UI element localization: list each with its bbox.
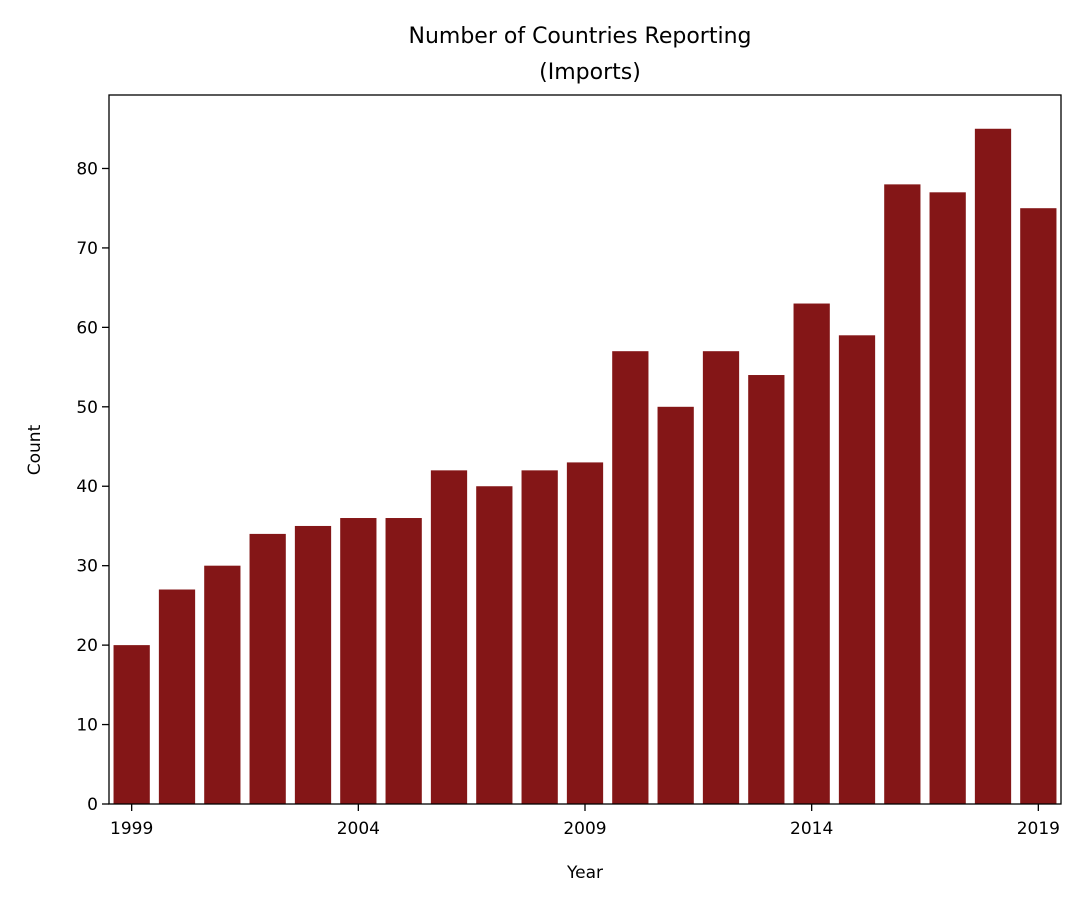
bar-2013: [748, 375, 785, 804]
bar-2016: [884, 184, 921, 804]
x-tick-label: 2004: [337, 819, 380, 839]
plot-frame: [108, 94, 1062, 805]
y-tick-label: 50: [76, 398, 98, 418]
y-tick-label: 30: [76, 557, 98, 577]
bar-2018: [974, 128, 1012, 804]
bar-2010: [612, 351, 649, 804]
y-tick-label: 0: [87, 795, 98, 815]
bar-1999: [113, 645, 150, 804]
bar-2000: [158, 589, 196, 804]
x-tick-label: 1999: [110, 819, 153, 839]
bar-2017: [929, 192, 966, 804]
chart-title-line-1: Number of Countries Reporting: [409, 24, 752, 49]
y-axis-label: Count: [25, 424, 45, 475]
y-tick-label: 20: [76, 636, 98, 656]
bar-2003: [294, 525, 332, 804]
bar-2006: [430, 470, 468, 804]
bar-2015: [838, 335, 876, 804]
bar-2007: [476, 486, 513, 804]
bar-2008: [521, 470, 558, 804]
y-tick-label: 60: [76, 318, 98, 338]
bar-2001: [204, 565, 241, 804]
bar-2002: [249, 533, 286, 804]
y-tick-label: 40: [76, 477, 98, 497]
y-tick-label: 10: [76, 716, 98, 736]
bar-2012: [702, 351, 740, 804]
bar-2019: [1020, 208, 1057, 805]
x-axis-label: Year: [566, 863, 603, 883]
bar-2011: [657, 406, 694, 804]
y-tick-label: 70: [76, 239, 98, 259]
y-tick-label: 80: [76, 159, 98, 179]
x-tick-label: 2014: [790, 819, 833, 839]
bar-2014: [793, 303, 830, 804]
chart-title-line-2: (Imports): [539, 60, 641, 85]
bar-2009: [566, 462, 604, 804]
x-tick-label: 2019: [1017, 819, 1060, 839]
bar-2005: [385, 518, 422, 804]
bar-2004: [340, 518, 377, 804]
x-tick-label: 2009: [563, 819, 606, 839]
